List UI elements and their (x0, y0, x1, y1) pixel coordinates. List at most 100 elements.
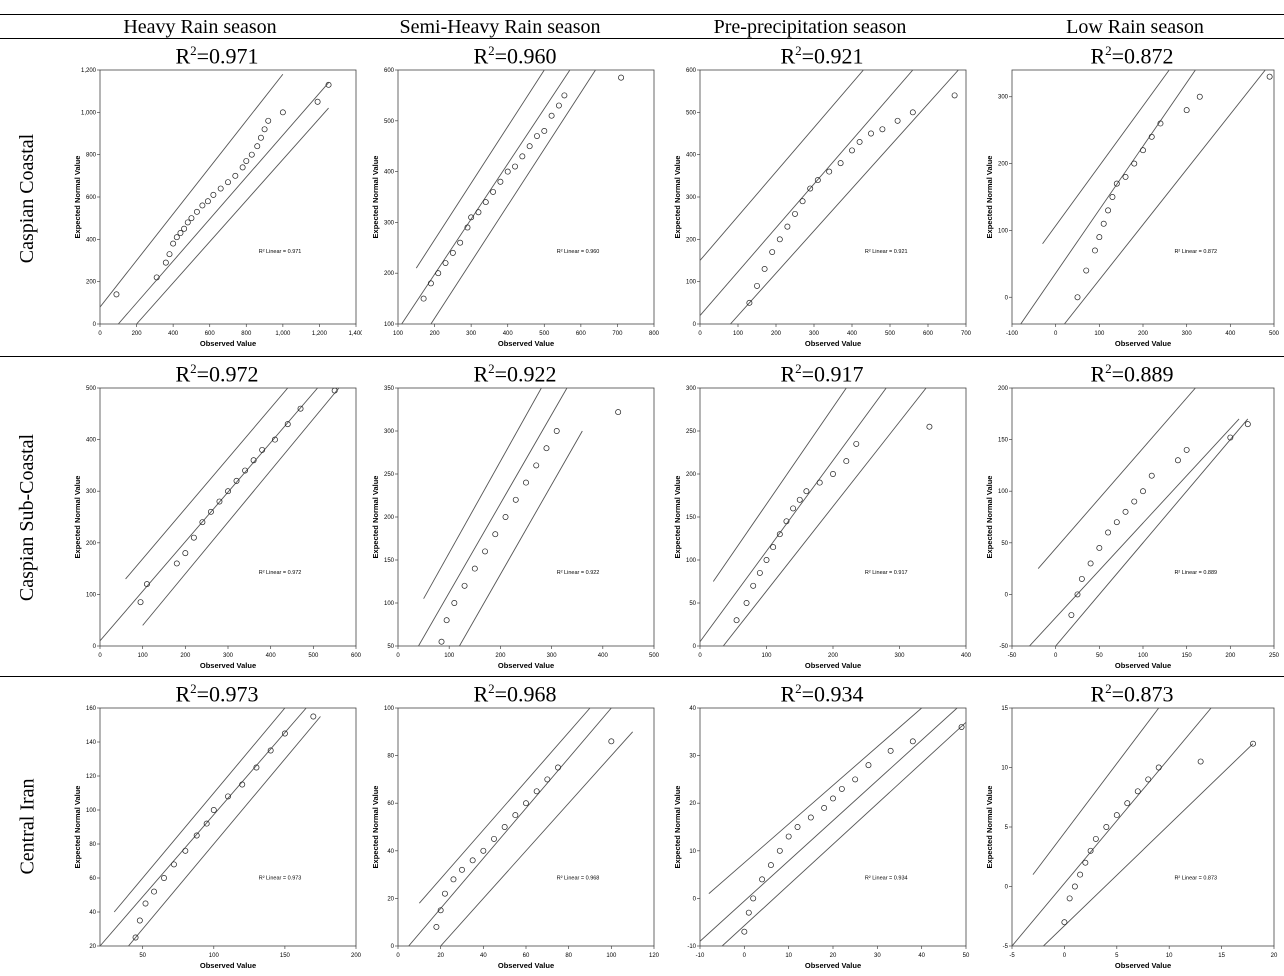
data-point (1105, 207, 1112, 214)
data-point (184, 219, 191, 226)
reference-line (136, 107, 329, 324)
row-label-caspian-coastal: Caspian Coastal (16, 133, 39, 263)
y-tick-label: 200 (998, 162, 1009, 168)
y-tick-label: 5 (1005, 825, 1009, 831)
x-tick-label: 500 (649, 653, 660, 659)
data-point (451, 600, 458, 606)
plot-frame (397, 707, 655, 947)
x-tick-label: 0 (1054, 653, 1058, 659)
qq-plot-cell: 0 100 200 300 400 500 600 700 0 100 200 300 400 500 60… (672, 64, 972, 352)
data-point (173, 234, 180, 241)
data-point (142, 900, 149, 907)
reference-line (1064, 70, 1266, 324)
data-point (113, 291, 120, 298)
column-header-semi-heavy-rain: Semi-Heavy Rain season (399, 16, 601, 38)
y-axis-label: Expected Normal Value (371, 156, 380, 239)
data-point (783, 518, 790, 525)
data-point (450, 876, 457, 883)
data-point (830, 795, 836, 802)
r2-value-label: R2=0.889 (1090, 361, 1174, 387)
data-point (741, 928, 748, 935)
x-tick-label: 500 (308, 653, 319, 659)
reference-line (418, 708, 591, 904)
y-axis-label: Expected Normal Value (985, 786, 994, 869)
y-tick-label: 300 (686, 386, 697, 392)
data-point (438, 638, 445, 645)
data-point (1061, 919, 1068, 926)
reference-line (1020, 70, 1196, 324)
data-point (435, 270, 442, 277)
x-axis-label: Observed Value (498, 961, 554, 970)
r2-value-label: R2=0.960 (473, 43, 557, 69)
data-point (519, 153, 526, 160)
data-point (759, 876, 766, 883)
r2-value-label: R2=0.921 (780, 43, 864, 69)
r2-linear-annotation: R² Linear = 0.960 (557, 249, 600, 255)
reference-line (1042, 70, 1170, 245)
data-point (1082, 859, 1089, 866)
data-point (856, 139, 863, 145)
x-tick-label: -100 (1006, 331, 1019, 337)
y-tick-label: 100 (384, 322, 395, 328)
reference-line (128, 716, 321, 946)
table-top-rule (0, 14, 1284, 15)
data-point (534, 133, 540, 139)
data-point (951, 92, 958, 99)
x-tick-label: 5 (1115, 953, 1119, 959)
r2-linear-annotation: R² Linear = 0.872 (1174, 249, 1217, 255)
data-point (1068, 612, 1075, 618)
reference-line (100, 388, 318, 642)
y-tick-label: 150 (384, 558, 395, 564)
data-point (1122, 173, 1129, 180)
y-tick-label: 20 (89, 944, 96, 950)
y-tick-label: 40 (387, 849, 394, 855)
y-tick-label: 200 (998, 386, 1009, 392)
x-tick-label: 200 (430, 331, 441, 337)
data-point (239, 164, 246, 171)
data-point (754, 282, 760, 289)
data-point (1157, 120, 1164, 127)
x-tick-label: 600 (576, 331, 587, 337)
x-tick-label: 40 (480, 953, 487, 959)
y-tick-label: 600 (86, 195, 97, 201)
data-point (1077, 871, 1084, 878)
data-point (894, 117, 901, 124)
data-point (1131, 160, 1138, 167)
x-tick-label: 0 (396, 953, 400, 959)
reference-line (1029, 418, 1240, 646)
qq-plot-cell: -50 0 50 100 150 200 250 -50 0 50 100 150 200 Observe… (984, 382, 1280, 674)
data-point (250, 457, 257, 464)
y-axis-label: Expected Normal Value (73, 156, 82, 239)
y-tick-label: 150 (998, 438, 1009, 444)
x-tick-label: 30 (874, 953, 881, 959)
data-point (449, 249, 456, 256)
reference-line (100, 708, 307, 946)
y-axis-label: Expected Normal Value (73, 476, 82, 559)
data-point (437, 907, 444, 914)
data-point (548, 112, 555, 119)
y-tick-label: 500 (86, 386, 97, 392)
data-point (909, 109, 916, 116)
data-point (533, 788, 540, 795)
qq-plot-cell: -5 0 5 10 15 20 -5 0 5 10 15 Observed Value Expected… (984, 702, 1280, 974)
y-tick-label: -10 (687, 944, 696, 950)
data-point (482, 199, 489, 206)
data-point (1122, 508, 1129, 515)
y-tick-label: 600 (384, 68, 395, 74)
reference-line (1012, 708, 1212, 946)
data-point (561, 92, 568, 99)
x-tick-label: 100 (1094, 331, 1105, 337)
data-point (1196, 93, 1203, 100)
y-tick-label: 60 (387, 801, 394, 807)
reference-line (700, 708, 958, 942)
data-point (1092, 247, 1098, 254)
x-tick-label: -5 (1009, 953, 1015, 959)
y-tick-label: 100 (86, 808, 97, 814)
x-axis-label: Observed Value (200, 661, 256, 670)
x-tick-label: 400 (1225, 331, 1236, 337)
x-axis-label: Observed Value (805, 961, 861, 970)
qq-plot: -100 0 100 200 300 400 500 0 100 200 300 Observed V… (985, 69, 1280, 348)
data-point (443, 617, 450, 624)
y-tick-label: 20 (689, 801, 696, 807)
y-tick-label: 100 (686, 558, 697, 564)
